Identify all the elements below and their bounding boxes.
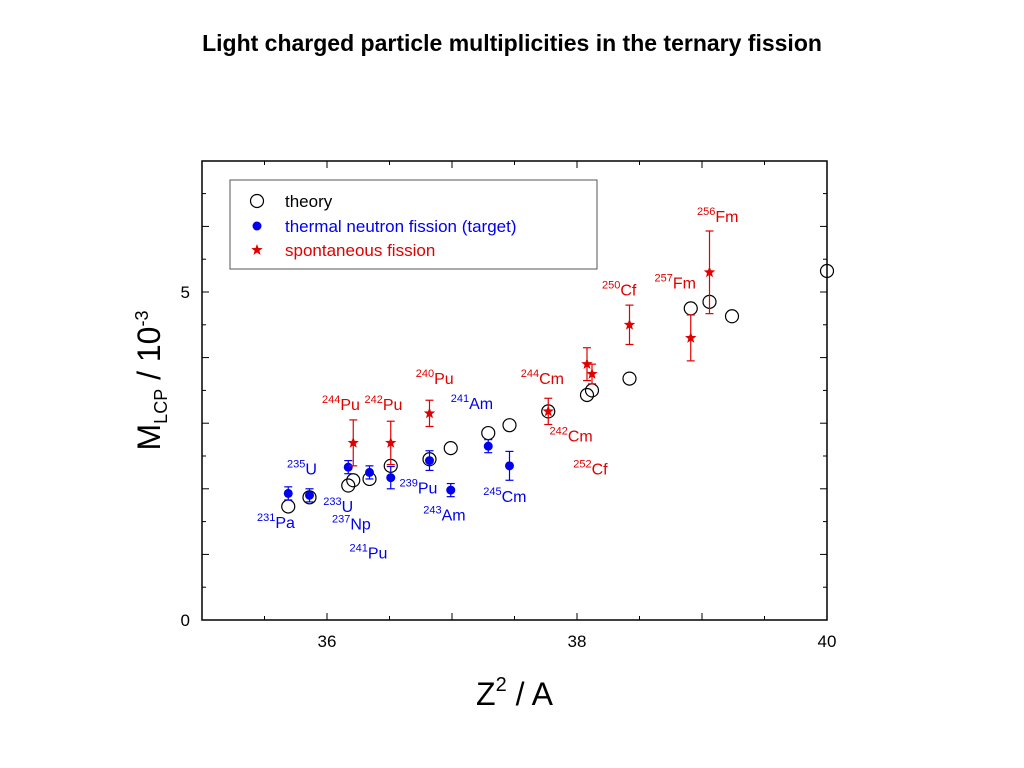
theory-point xyxy=(579,387,595,403)
thermal-point xyxy=(365,467,374,477)
thermal-point xyxy=(425,456,434,466)
isotope-label: 233U xyxy=(323,496,353,516)
isotope-label: 237Np xyxy=(332,513,371,533)
isotope-label: 244Cm xyxy=(521,368,564,388)
isotope-label: 244Pu xyxy=(322,394,360,414)
legend-theory-icon xyxy=(249,193,265,209)
thermal-point xyxy=(446,485,456,495)
theory-point xyxy=(819,263,835,279)
isotope-label: 231Pa xyxy=(257,512,295,532)
legend-label: thermal neutron fission (target) xyxy=(285,217,517,236)
thermal-point xyxy=(386,473,396,483)
isotope-label: 243Am xyxy=(423,504,465,524)
chart-title: Light charged particle multiplicities in… xyxy=(202,30,822,56)
spontaneous-point xyxy=(385,436,397,448)
spontaneous-point xyxy=(685,331,697,343)
isotope-label: 257Fm xyxy=(655,273,696,293)
theory-point xyxy=(346,473,361,488)
legend-thermal-icon xyxy=(252,221,262,231)
spontaneous-point xyxy=(623,318,636,330)
isotope-label: 235U xyxy=(287,458,317,478)
isotope-label: 252Cf xyxy=(573,458,608,478)
thermal-point xyxy=(305,490,314,500)
legend-box xyxy=(229,179,598,270)
theory-point xyxy=(443,441,458,456)
y-tick-label: 5 xyxy=(181,283,190,302)
theory-point xyxy=(341,478,356,493)
thermal-point xyxy=(343,462,353,472)
spontaneous-point xyxy=(586,368,598,379)
spontaneous-point xyxy=(581,358,593,370)
x-axis-label: Z2 / A xyxy=(476,674,554,712)
thermal-point xyxy=(483,441,493,451)
spontaneous-point xyxy=(542,405,554,417)
legend-label: theory xyxy=(285,192,333,211)
theory-point xyxy=(481,425,496,441)
y-tick-label: 0 xyxy=(181,611,190,630)
legend-label: spontaneous fission xyxy=(285,241,435,260)
y-axis-label: MLCP / 10-3 xyxy=(131,311,171,451)
axes-group: 36 38 40 0 5 Z2 / A MLCP / 10-3 xyxy=(131,160,837,712)
theory-point xyxy=(724,309,740,324)
isotope-label: 241Am xyxy=(451,393,493,413)
theory-point xyxy=(683,301,698,316)
x-tick-label: 36 xyxy=(318,632,337,651)
spontaneous-point xyxy=(703,266,716,278)
isotope-label: 256Fm xyxy=(697,206,738,226)
isotope-label: 250Cf xyxy=(602,279,637,299)
annotations-group: 256Fm 250Cf 257Fm 240Pu 244Cm 244Pu 242Pu 242Cm… xyxy=(257,206,738,563)
thermal-point xyxy=(283,488,293,498)
legend-spontaneous-icon xyxy=(251,244,263,255)
marks-group xyxy=(281,230,835,514)
spontaneous-point xyxy=(347,436,359,448)
x-tick-label: 38 xyxy=(568,632,587,651)
isotope-label: 242Cm xyxy=(550,426,593,446)
isotope-label: 240Pu xyxy=(416,368,454,388)
theory-point xyxy=(622,371,637,386)
isotope-label: 242Pu xyxy=(365,394,403,414)
theory-point xyxy=(281,499,296,514)
x-tick-label: 40 xyxy=(818,632,837,651)
isotope-label: 241Pu xyxy=(350,542,388,562)
legend: theory thermal neutron fission (target) sp… xyxy=(229,179,598,270)
thermal-point xyxy=(505,461,514,471)
spontaneous-point xyxy=(423,407,436,419)
isotope-label: 245Cm xyxy=(483,486,526,506)
theory-point xyxy=(502,418,517,433)
isotope-label: 239Pu xyxy=(400,477,438,497)
